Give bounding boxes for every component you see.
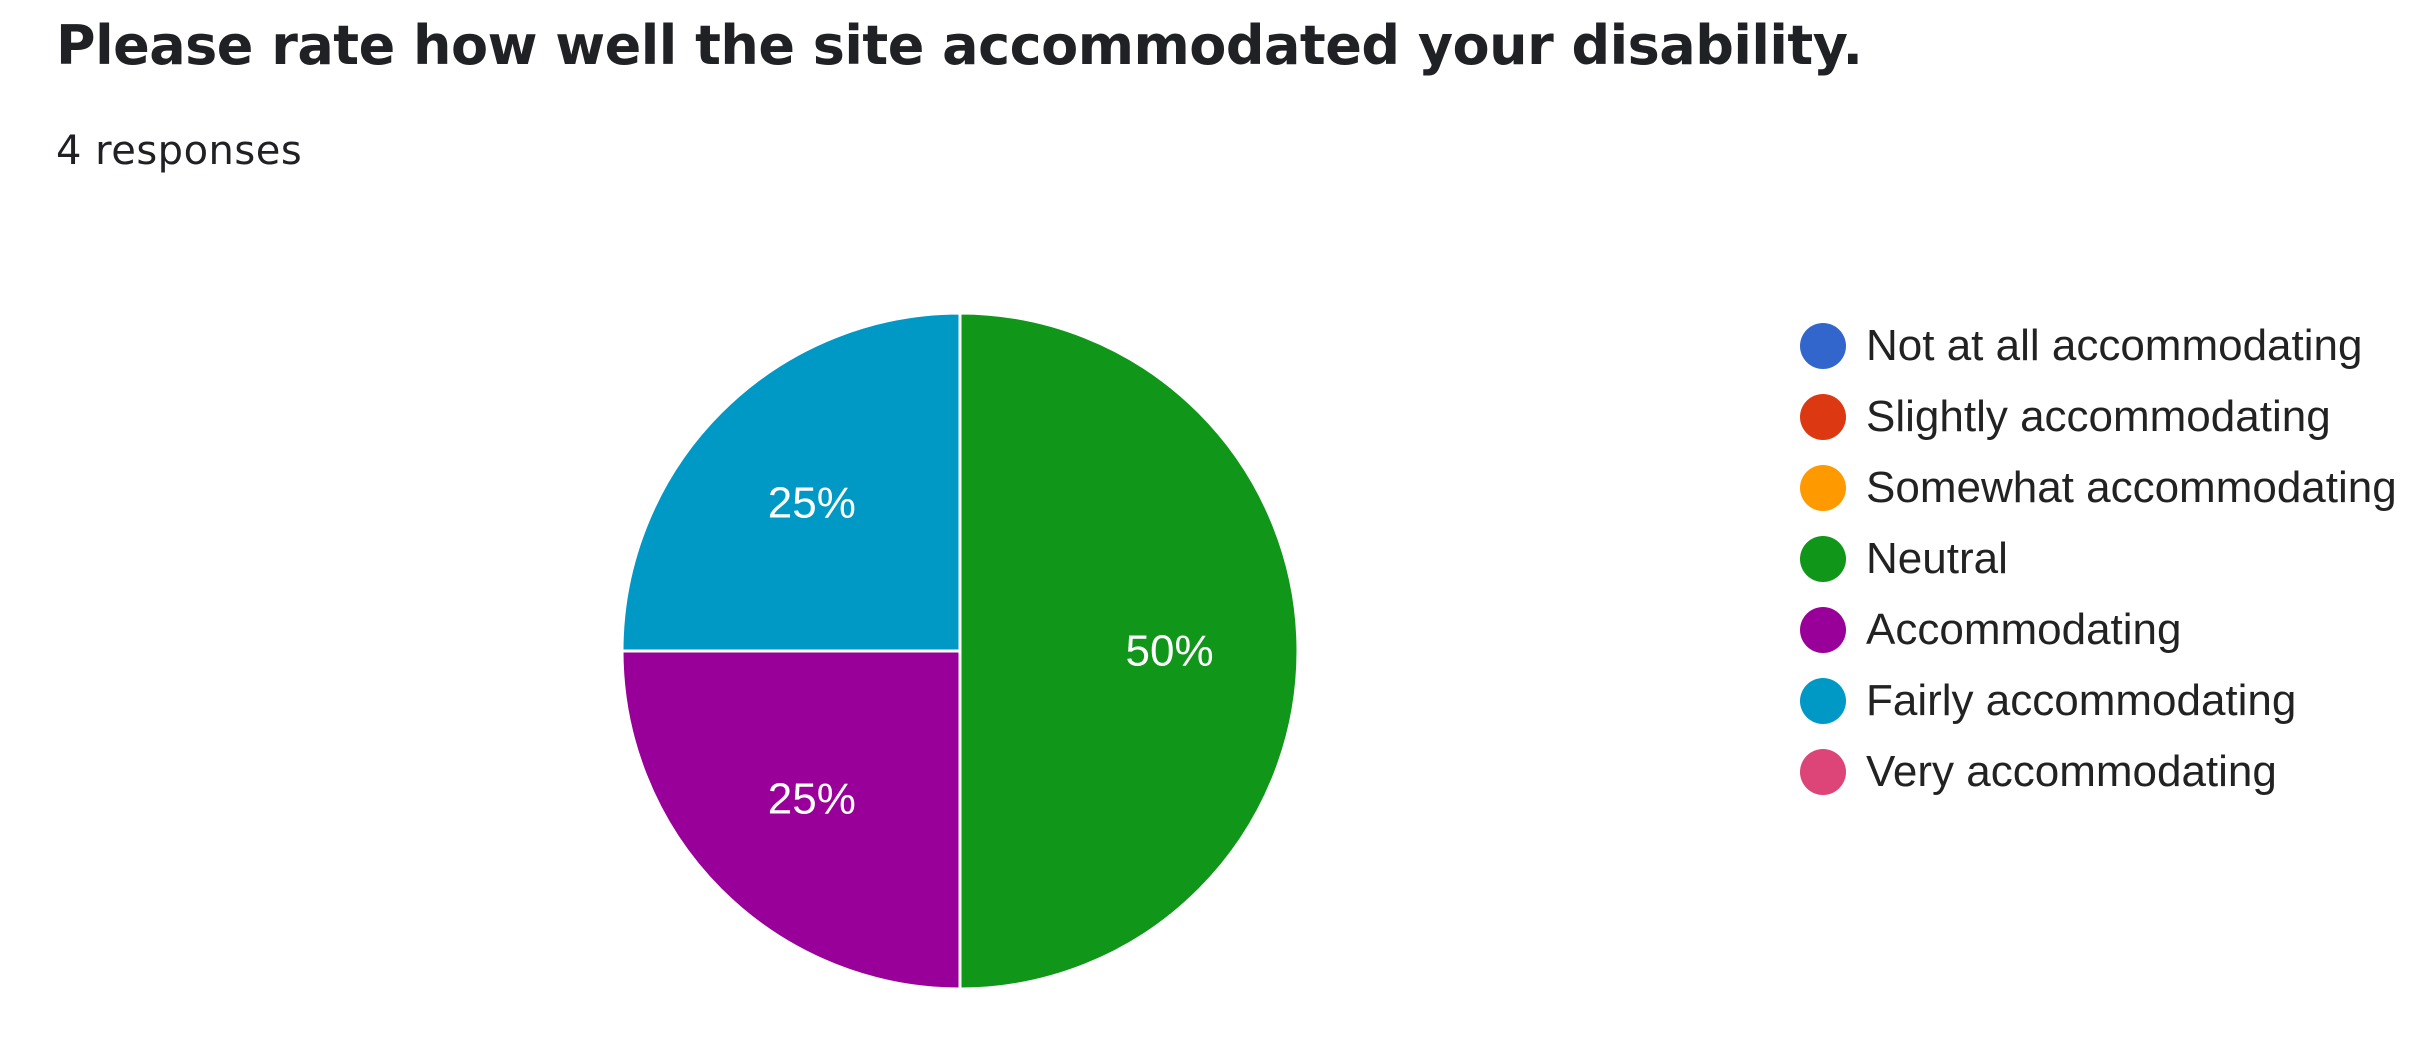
legend-item-accommodating[interactable]: Accommodating (1800, 594, 2397, 665)
pie-slice-fairly-accommodating[interactable] (620, 311, 962, 653)
legend-item-fairly-accommodating[interactable]: Fairly accommodating (1800, 665, 2397, 736)
legend-label: Accommodating (1866, 604, 2182, 654)
pie-label-fairly-accommodating: 25% (768, 478, 856, 527)
pie-slice-accommodating[interactable] (620, 649, 962, 991)
legend-swatch (1800, 677, 1846, 724)
response-count: 4 responses (56, 128, 303, 174)
legend-label: Not at all accommodating (1866, 320, 2363, 370)
legend-label: Fairly accommodating (1866, 675, 2297, 725)
legend-swatch (1800, 606, 1846, 653)
legend-swatch (1800, 322, 1846, 369)
pie-label-neutral: 50% (1126, 627, 1214, 676)
legend-item-very-accommodating[interactable]: Very accommodating (1800, 736, 2397, 807)
legend-label: Very accommodating (1866, 746, 2277, 796)
legend-item-somewhat-accommodating[interactable]: Somewhat accommodating (1800, 452, 2397, 523)
legend-label: Slightly accommodating (1866, 391, 2331, 441)
legend-item-neutral[interactable]: Neutral (1800, 523, 2397, 594)
pie-label-accommodating: 25% (768, 775, 856, 824)
legend-item-slightly-accommodating[interactable]: Slightly accommodating (1800, 381, 2397, 452)
legend-swatch (1800, 464, 1846, 511)
legend-item-not-at-all-accommodating[interactable]: Not at all accommodating (1800, 310, 2397, 381)
chart-legend: Not at all accommodating Slightly accommo… (1800, 310, 2397, 807)
legend-label: Neutral (1866, 533, 2008, 583)
legend-swatch (1800, 535, 1846, 582)
legend-swatch (1800, 393, 1846, 440)
pie-slice-neutral[interactable] (958, 311, 1300, 991)
chart-title: Please rate how well the site accommodat… (56, 14, 1863, 77)
legend-label: Somewhat accommodating (1866, 462, 2397, 512)
legend-swatch (1800, 748, 1846, 795)
